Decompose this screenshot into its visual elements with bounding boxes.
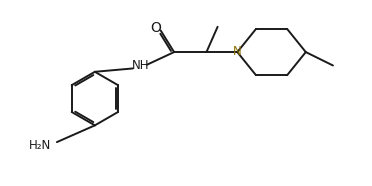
Text: N: N (233, 45, 242, 58)
Text: H₂N: H₂N (29, 139, 51, 152)
Text: NH: NH (131, 59, 149, 72)
Text: O: O (150, 21, 161, 35)
